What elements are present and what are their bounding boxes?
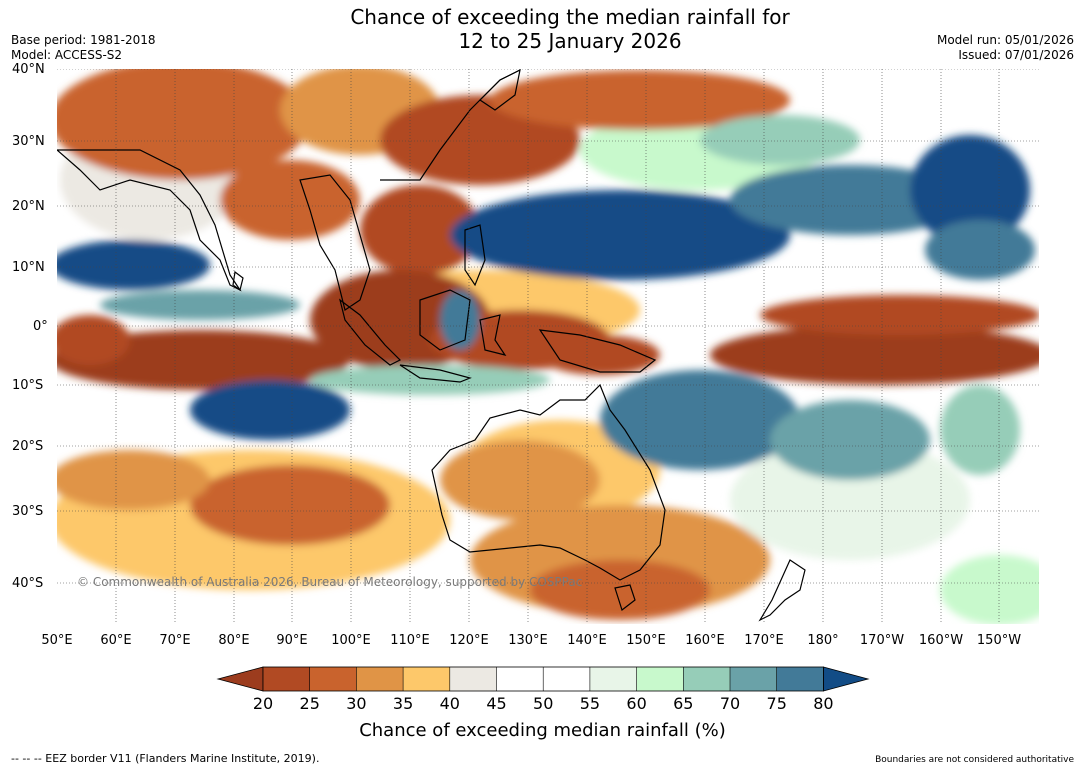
- lon-label: 100°E: [331, 633, 371, 648]
- colorbar-tick: 40: [439, 694, 460, 713]
- colorbar-tick: 35: [392, 694, 414, 713]
- colorbar-tick: 55: [579, 694, 601, 713]
- rainfall-field: [57, 69, 1039, 624]
- lat-label: 20°S: [12, 439, 44, 454]
- lon-label: 50°E: [41, 633, 73, 648]
- colorbar-bin: [309, 667, 357, 691]
- lon-label: 110°E: [390, 633, 430, 648]
- colorbar-tick: 75: [766, 694, 787, 713]
- lon-label: 180°: [807, 633, 839, 648]
- lat-label: 30°N: [12, 134, 45, 149]
- map-title: Chance of exceeding the median rainfall …: [0, 5, 1085, 53]
- lon-label: 170°W: [859, 633, 905, 648]
- lon-label: 60°E: [100, 633, 132, 648]
- lat-label: 0°: [33, 319, 48, 334]
- lat-label: 40°S: [12, 576, 44, 591]
- meta-left: Base period: 1981-2018 Model: ACCESS-S2: [11, 33, 156, 63]
- colorbar-tick: 65: [673, 694, 694, 713]
- lat-label: 10°N: [12, 260, 45, 275]
- lon-label: 160°E: [685, 633, 725, 648]
- colorbar-bin: [263, 667, 310, 691]
- colorbar-bin: [449, 667, 497, 691]
- copyright-notice: © Commonwealth of Australia 2026, Bureau…: [77, 575, 583, 589]
- colorbar-tick: 25: [299, 694, 320, 713]
- graticule: [57, 69, 1039, 624]
- colorbar-tick: 70: [719, 694, 741, 713]
- lon-label: 170°E: [744, 633, 784, 648]
- boundaries-disclaimer: Boundaries are not considered authoritat…: [875, 755, 1074, 765]
- lon-label: 150°E: [626, 633, 666, 648]
- lat-label: 20°N: [12, 199, 45, 214]
- model-name: Model: ACCESS-S2: [11, 48, 123, 62]
- colorbar-bin: [543, 667, 590, 691]
- lon-label: 150°W: [976, 633, 1022, 648]
- meta-right: Model run: 05/01/2026 Issued: 07/01/2026: [937, 33, 1074, 63]
- lon-label: 90°E: [276, 633, 308, 648]
- title-line-2: 12 to 25 January 2026: [458, 29, 682, 53]
- model-run: Model run: 05/01/2026: [936, 33, 1074, 47]
- lat-label: 40°N: [12, 62, 45, 77]
- colorbar-tick: 80: [813, 694, 834, 713]
- colorbar-tick: 30: [346, 694, 367, 713]
- lon-label: 160°W: [918, 633, 964, 648]
- colorbar-bin: [776, 667, 824, 691]
- lon-label: 80°E: [218, 633, 250, 648]
- lon-label: 70°E: [159, 633, 191, 648]
- colorbar-bin: [403, 667, 450, 691]
- colorbar-high-arrow: [823, 666, 870, 692]
- colorbar-low-arrow: [216, 666, 264, 692]
- colorbar-bin: [356, 667, 404, 691]
- colorbar-bin: [683, 667, 730, 691]
- lat-label: 10°S: [12, 378, 44, 393]
- colorbar-label: Chance of exceeding median rainfall (%): [359, 720, 726, 741]
- coastlines: [57, 69, 806, 622]
- eez-border-note: -- -- -- EEZ border V11 (Flanders Marine…: [11, 752, 320, 765]
- lon-label: 140°E: [567, 633, 607, 648]
- lat-label: 30°S: [12, 504, 44, 519]
- colorbar-tick: 45: [486, 694, 507, 713]
- colorbar-tick: 50: [533, 694, 554, 713]
- title-line-1: Chance of exceeding the median rainfall …: [350, 5, 790, 29]
- colorbar-bin: [636, 667, 684, 691]
- colorbar-tick: 20: [252, 694, 274, 713]
- base-period: Base period: 1981-2018: [11, 33, 156, 47]
- lon-label: 120°E: [449, 633, 489, 648]
- colorbar: [216, 666, 870, 692]
- colorbar-bin: [730, 667, 777, 691]
- lon-label: 130°E: [508, 633, 548, 648]
- colorbar-bin: [589, 667, 637, 691]
- colorbar-tick: 60: [626, 694, 647, 713]
- colorbar-bin: [496, 667, 544, 691]
- issued-date: Issued: 07/01/2026: [958, 48, 1074, 62]
